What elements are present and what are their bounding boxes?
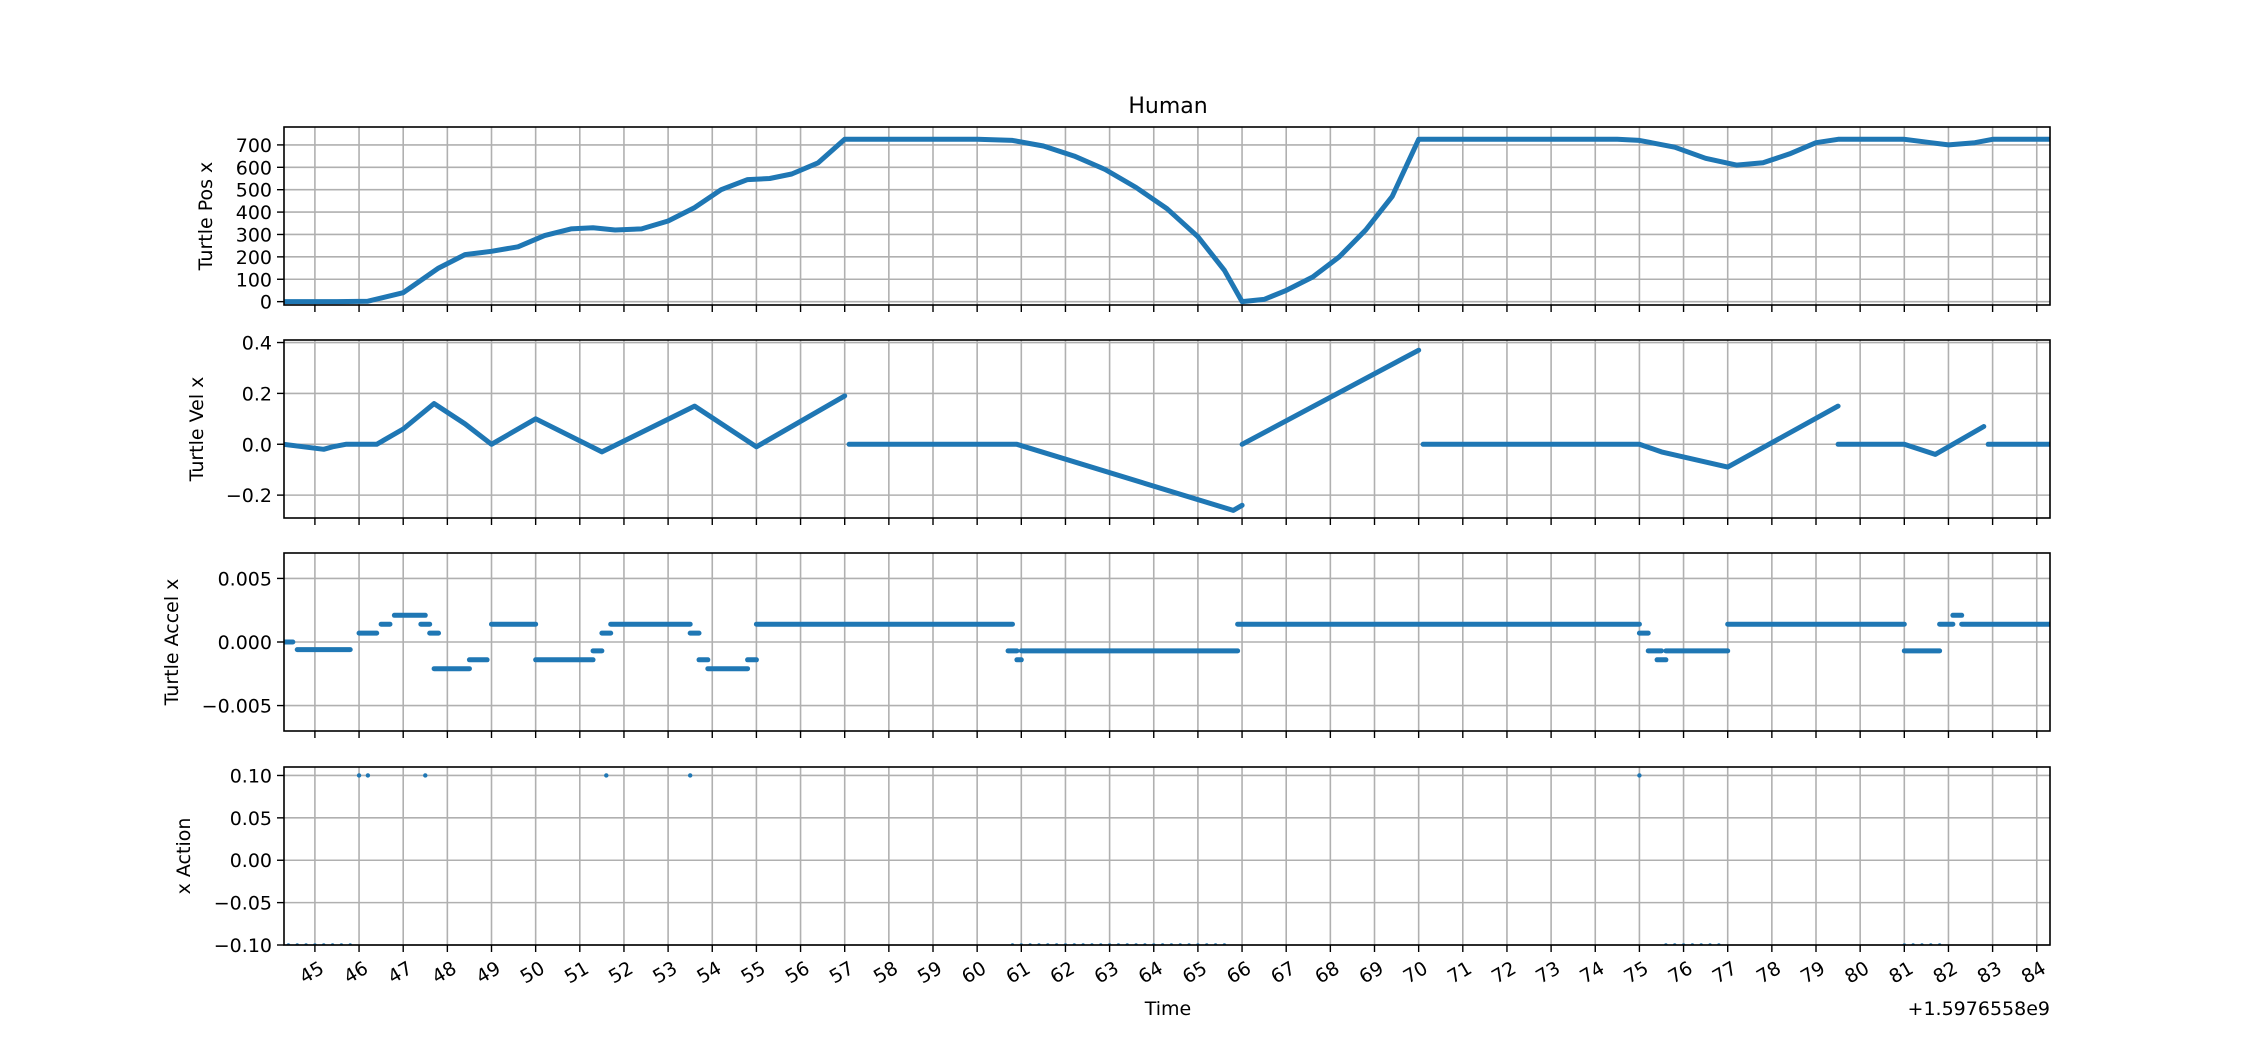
x-tick-label: 59	[914, 957, 946, 988]
x-tick-label: 78	[1753, 957, 1785, 988]
y-tick-label: 0.05	[230, 808, 272, 830]
series-line-1	[284, 136, 2050, 305]
series-line-3	[1239, 347, 1422, 447]
action-point	[1637, 773, 1642, 778]
x-tick-label: 69	[1356, 957, 1388, 988]
y-tick-label: 0.4	[242, 333, 272, 355]
axes-frame	[283, 339, 2051, 519]
x-tick-label: 73	[1532, 957, 1564, 988]
chart-title: Human	[1128, 94, 1207, 119]
y-tick-label: 0.005	[218, 568, 272, 590]
y-tick-label: −0.005	[202, 696, 272, 718]
x-tick-label: 68	[1311, 957, 1343, 988]
x-tick-label: 55	[737, 957, 769, 988]
x-tick-label: 48	[428, 957, 460, 988]
y-tick-label: 0.10	[230, 765, 272, 787]
x-tick-label: 82	[1929, 957, 1961, 988]
y-tick-label: 500	[236, 180, 272, 202]
y-tick-label: 600	[236, 157, 272, 179]
action-point	[365, 773, 371, 778]
x-tick-label: 62	[1046, 957, 1078, 988]
y-tick-label: 700	[236, 135, 272, 157]
y-tick-label: 300	[236, 224, 272, 246]
series-line-2	[846, 441, 1245, 513]
y-axis-label: x Action	[173, 818, 195, 895]
x-tick-label: 51	[561, 957, 593, 988]
y-tick-label: −0.05	[214, 893, 272, 915]
x-tick-label: 66	[1223, 957, 1255, 988]
x-tick-label: 84	[2018, 957, 2050, 988]
y-axis-label: Turtle Vel x	[186, 377, 208, 483]
x-tick-label: 52	[605, 957, 637, 988]
y-axis-label: Turtle Pos x	[195, 162, 217, 272]
x-tick-label: 60	[958, 957, 990, 988]
y-tick-label: −0.10	[214, 935, 272, 957]
plot-data	[284, 347, 2050, 513]
x-tick-label: 49	[473, 957, 505, 988]
action-point	[356, 773, 362, 778]
x-tick-label: 80	[1841, 957, 1873, 988]
x-tick-label: 63	[1091, 957, 1123, 988]
x-tick-label: 72	[1488, 957, 1520, 988]
x-tick-label: 67	[1267, 957, 1299, 988]
x-tick-label: 70	[1400, 957, 1432, 988]
x-tick-label: 54	[693, 957, 725, 988]
y-tick-label: 100	[236, 269, 272, 291]
plot-data	[284, 136, 2050, 305]
y-tick-label: 0.0	[242, 434, 272, 456]
action-point	[604, 773, 609, 778]
y-axis-label: Turtle Accel x	[161, 579, 183, 707]
y-tick-label: −0.2	[226, 485, 272, 507]
x-tick-label: 71	[1444, 957, 1476, 988]
x-tick-label: 65	[1179, 957, 1211, 988]
subplot-4: −0.10 −0.05 0.00 0.05 0.10 x Action	[173, 765, 2051, 957]
x-tick-label: 64	[1135, 957, 1167, 988]
plot-data	[284, 612, 2050, 672]
x-tick-label: 58	[870, 957, 902, 988]
x-tick-label: 53	[649, 957, 681, 988]
series-line-4	[1420, 403, 1841, 470]
subplot-2: −0.2 0.0 0.2 0.4 Turtle Vel x	[186, 333, 2051, 525]
y-tick-label: 400	[236, 202, 272, 224]
y-tick-label: 0.00	[230, 850, 272, 872]
axes-frame	[283, 766, 2051, 946]
y-tick-label: 200	[236, 247, 272, 269]
x-tick-label: 57	[826, 957, 858, 988]
x-tick-label: 81	[1885, 957, 1917, 988]
series-line-1	[284, 393, 848, 455]
series-line-5	[1835, 424, 1987, 457]
x-tick-label: 77	[1709, 957, 1741, 988]
x-tick-label: 45	[296, 957, 328, 988]
x-tick-label: 79	[1797, 957, 1829, 988]
y-tick-label: 0.000	[218, 632, 272, 654]
x-tick-label: 46	[340, 957, 372, 988]
x-axis-label: Time	[1144, 998, 1192, 1020]
x-tick-labels: 45 46 47 48 49 50 51 52 53 54 55 56 57 58 59 60 61 62 63 64…	[296, 957, 2050, 988]
axes-frame	[283, 126, 2051, 306]
x-tick-label: 61	[1002, 957, 1034, 988]
x-tick-label: 47	[384, 957, 416, 988]
x-tick-label: 74	[1576, 957, 1608, 988]
subplot-3: −0.005 0.000 0.005 Turtle Accel x	[161, 552, 2051, 738]
x-axis-offset-text: +1.5976558e9	[1908, 998, 2050, 1020]
x-tick-label: 50	[517, 957, 549, 988]
x-tick-label: 75	[1620, 957, 1652, 988]
action-point	[423, 773, 428, 778]
x-tick-label: 56	[782, 957, 814, 988]
y-tick-label: 0.2	[242, 383, 272, 405]
action-point	[687, 773, 693, 778]
y-tick-label: 0	[260, 292, 272, 314]
x-tick-label: 83	[1974, 957, 2006, 988]
x-tick-label: 76	[1665, 957, 1697, 988]
